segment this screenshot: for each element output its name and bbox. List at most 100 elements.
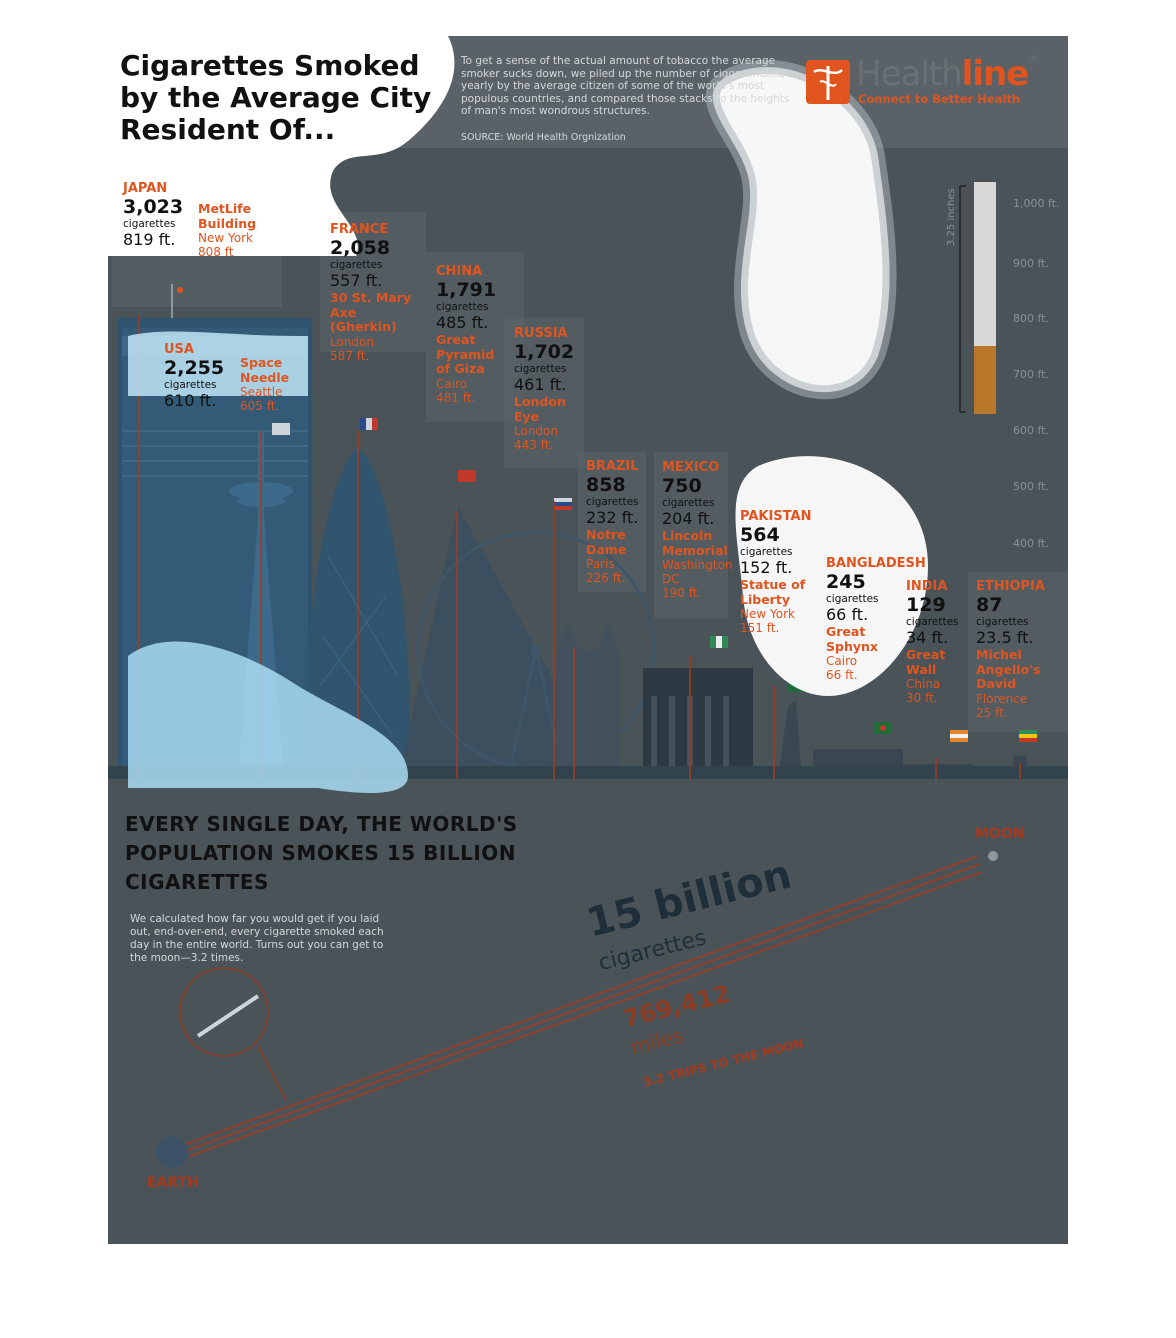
building-city: Cairo — [826, 654, 858, 668]
country-name: PAKISTAN — [740, 509, 812, 524]
building-city: New York — [198, 231, 253, 245]
country-name: FRANCE — [330, 222, 389, 237]
daily-heading: EVERY SINGLE DAY, THE WORLD'S POPULATION… — [125, 812, 518, 894]
logo-registered: ® — [1028, 54, 1038, 65]
building-height: 226 ft. — [586, 571, 626, 585]
building-name: Space Needle — [240, 355, 290, 385]
country-label-russia: RUSSIA 1,702 cigarettes 461 ft. London E… — [514, 326, 586, 452]
building-name: London Eye — [514, 394, 566, 424]
building-city: New York — [740, 607, 795, 621]
stack-height: 152 ft. — [740, 558, 793, 577]
building-height: 443 ft. — [514, 438, 554, 452]
daily-body: We calculated how far you would get if y… — [130, 913, 384, 964]
building-name: MetLife Building — [198, 201, 257, 231]
cigarettes-unit: cigarettes — [514, 363, 567, 375]
building-height: 66 ft. — [826, 668, 858, 682]
cigarette-count: 87 — [976, 594, 1003, 616]
building-name: 30 St. Mary Axe (Gherkin) — [330, 290, 412, 334]
cigarette-count: 3,023 — [123, 196, 184, 218]
cigarettes-unit: cigarettes — [123, 218, 176, 230]
cigarettes-unit: cigarettes — [586, 496, 639, 508]
stack-height: 819 ft. — [123, 230, 176, 249]
building-name: Statue of Liberty — [740, 577, 806, 607]
stack-height: 485 ft. — [436, 313, 489, 332]
country-name: JAPAN — [123, 181, 168, 196]
country-label-india: INDIA 129 cigarettes 34 ft. Great Wall C… — [906, 579, 966, 705]
caduceus-icon — [806, 60, 850, 104]
building-height: 190 ft. — [662, 586, 702, 600]
stack-height: 610 ft. — [164, 391, 217, 410]
building-city: Washington DC — [662, 558, 733, 586]
building-name: Michel Angello's David — [976, 647, 1041, 691]
logo-wordmark: Healthline® — [856, 54, 1038, 94]
cigarette-count: 1,791 — [436, 279, 497, 301]
cigarette-count: 129 — [906, 594, 946, 616]
country-label-usa: USA 2,255 cigarettes 610 ft. — [164, 342, 224, 411]
healthline-logo: Healthline® Connect to Better Health — [806, 54, 1056, 108]
cigarette-count: 245 — [826, 571, 866, 593]
stack-height: 232 ft. — [586, 508, 639, 527]
country-label-mexico: MEXICO 750 cigarettes 204 ft. Lincoln Me… — [662, 460, 740, 600]
ruler-tick: 800 ft. — [1013, 312, 1049, 325]
cigarette-count: 2,058 — [330, 237, 391, 259]
stack-height: 461 ft. — [514, 375, 567, 394]
country-name: BANGLADESH — [826, 556, 926, 571]
building-city: Florence — [976, 691, 1028, 706]
cigarettes-unit: cigarettes — [826, 593, 879, 605]
building-city: London — [514, 424, 558, 438]
country-label-bangladesh: BANGLADESH 245 cigarettes 66 ft. Great S… — [826, 556, 926, 682]
building-height: 151 ft. — [740, 621, 780, 635]
cigarette-count: 1,702 — [514, 341, 575, 363]
building-height: 481 ft. — [436, 390, 476, 405]
logo-part1: Health — [856, 54, 963, 94]
stack-height: 34 ft. — [906, 628, 949, 647]
building-city: China — [906, 677, 941, 691]
cigarettes-unit: cigarettes — [330, 259, 383, 271]
country-name: ETHIOPIA — [976, 579, 1045, 594]
stack-height: 23.5 ft. — [976, 628, 1034, 647]
building-name: Great Wall — [906, 647, 946, 677]
cigarettes-unit: cigarettes — [976, 616, 1029, 628]
ruler-tick: 900 ft. — [1013, 257, 1049, 270]
building-city: London — [330, 334, 374, 349]
logo-tagline: Connect to Better Health — [858, 92, 1021, 106]
country-name: RUSSIA — [514, 326, 568, 341]
building-label-metlife: MetLife Building New York 808 ft — [198, 201, 268, 259]
cigarette-count: 858 — [586, 474, 626, 496]
cigarettes-unit: cigarettes — [436, 301, 489, 313]
ruler-tick: 600 ft. — [1013, 424, 1049, 437]
building-height: 605 ft. — [240, 399, 280, 413]
country-name: INDIA — [906, 579, 948, 594]
building-height: 808 ft — [198, 245, 234, 259]
logo-part2: line — [961, 54, 1030, 94]
country-name: CHINA — [436, 264, 483, 279]
cigarettes-unit: cigarettes — [906, 616, 959, 628]
cigarette-count: 564 — [740, 524, 780, 546]
country-label-japan: JAPAN 3,023 cigarettes 819 ft. — [123, 181, 183, 250]
moon-label: MOON — [975, 826, 1025, 842]
country-name: MEXICO — [662, 460, 720, 475]
building-name: Great Sphynx — [826, 624, 878, 654]
cigarettes-unit: cigarettes — [662, 497, 715, 509]
building-name: Great Pyramid of Giza — [436, 332, 495, 376]
building-height: 30 ft. — [906, 691, 938, 705]
building-label-space-needle: Space Needle Seattle 605 ft. — [240, 355, 300, 413]
country-label-ethiopia: ETHIOPIA 87 cigarettes 23.5 ft. Michel A… — [976, 579, 1056, 720]
ruler-tick: 1,000 ft. — [1013, 197, 1060, 210]
source-text: SOURCE: World Health Orgnization — [461, 132, 626, 143]
country-label-brazil: BRAZIL 858 cigarettes 232 ft. Notre Dame… — [586, 459, 648, 585]
infographic-panel: Cigarettes Smoked by the Average City Re… — [108, 36, 1068, 1244]
stack-height: 557 ft. — [330, 271, 383, 290]
building-city: Paris — [586, 557, 615, 571]
building-height: 25 ft. — [976, 705, 1008, 720]
building-city: Cairo — [436, 376, 468, 391]
country-label-pakistan: PAKISTAN 564 cigarettes 152 ft. Statue o… — [740, 509, 818, 635]
cigarettes-unit: cigarettes — [740, 546, 793, 558]
intro-text: To get a sense of the actual amount of t… — [461, 55, 790, 117]
cigarette-length-label: 3.25 inches — [946, 188, 957, 246]
cigarette-count: 2,255 — [164, 357, 225, 379]
building-name: Lincoln Memorial — [662, 528, 728, 558]
ruler-tick: 500 ft. — [1013, 480, 1049, 493]
stack-height: 204 ft. — [662, 509, 715, 528]
